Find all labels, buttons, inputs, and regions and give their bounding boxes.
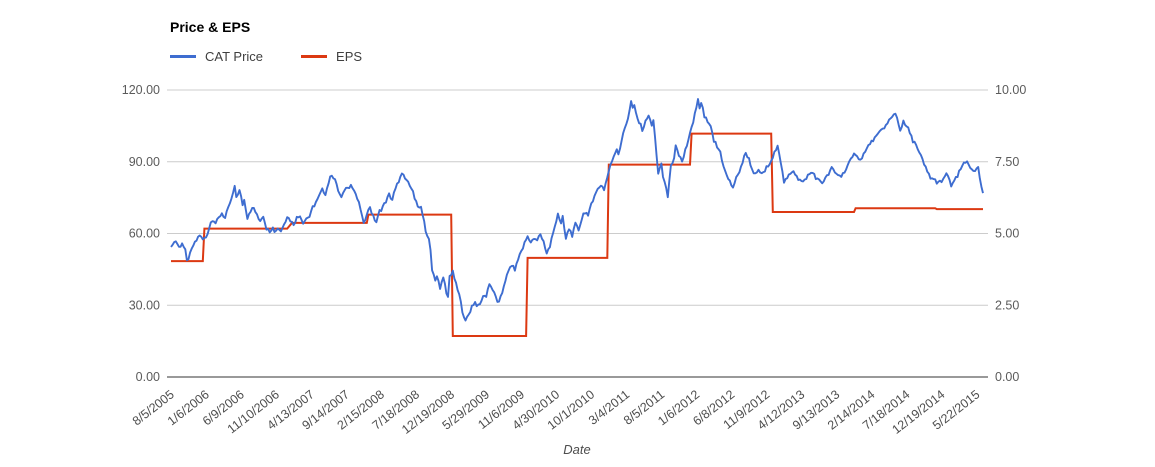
eps-swatch-icon (301, 55, 328, 58)
eps-line (171, 132, 983, 337)
y-tick-label-right: 0.00 (995, 370, 1019, 384)
y-tick-label-left: 90.00 (129, 155, 160, 169)
legend-item-eps[interactable]: EPS (301, 49, 362, 64)
y-tick-label-left: 0.00 (136, 370, 160, 384)
cat-price-swatch-icon (170, 55, 196, 58)
y-tick-label-left: 60.00 (129, 227, 160, 241)
legend-label-eps: EPS (336, 49, 363, 64)
cat-price-line (170, 98, 984, 322)
legend: CAT Price EPS (170, 49, 400, 64)
y-tick-label-right: 2.50 (995, 298, 1019, 312)
y-tick-label-left: 120.00 (122, 83, 160, 97)
chart-title: Price & EPS (170, 19, 251, 35)
y-tick-label-left: 30.00 (129, 298, 160, 312)
legend-label-cat-price: CAT Price (205, 49, 264, 64)
y-tick-label-right: 10.00 (995, 83, 1026, 97)
y-tick-label-right: 7.50 (995, 155, 1019, 169)
x-axis-title: Date (563, 442, 591, 457)
y-tick-label-right: 5.00 (995, 227, 1019, 241)
legend-item-cat-price[interactable]: CAT Price (170, 49, 263, 64)
